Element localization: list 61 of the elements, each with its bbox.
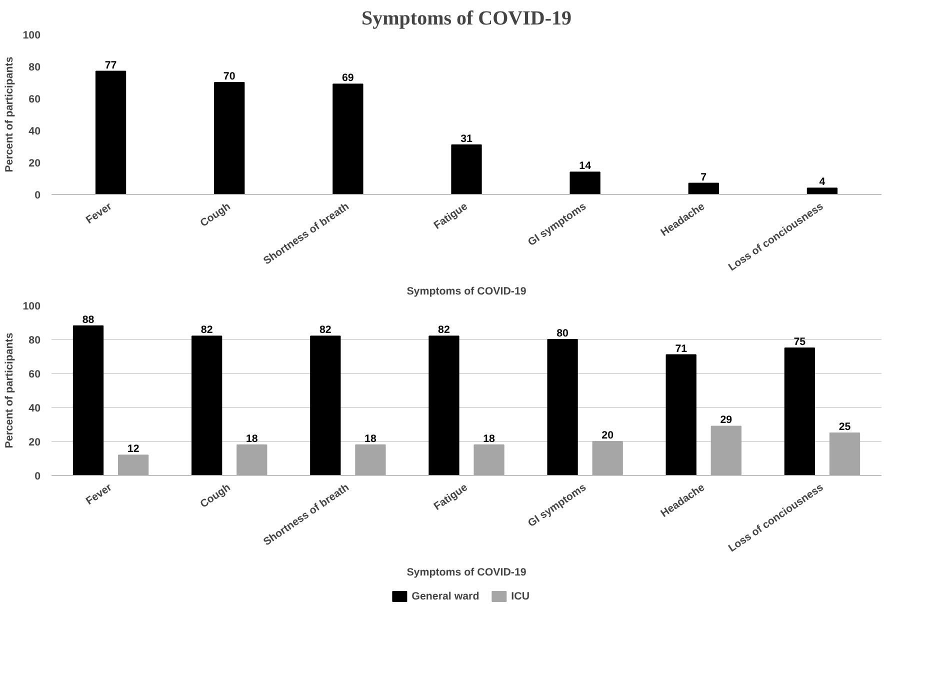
data-label: 18 (246, 432, 258, 445)
data-label: 4 (819, 176, 826, 188)
data-label: 77 (104, 59, 117, 72)
data-label: 18 (483, 432, 496, 445)
y-tick-label: 40 (28, 126, 41, 138)
bar (806, 188, 838, 194)
bar (72, 325, 104, 476)
data-label: 25 (838, 421, 851, 433)
x-axis-title: Symptoms of COVID-19 (406, 286, 526, 298)
data-label: 88 (82, 314, 94, 326)
y-tick-label: 100 (22, 300, 41, 312)
data-label: 14 (579, 160, 592, 172)
data-label: 82 (200, 324, 213, 336)
data-label: 70 (223, 70, 236, 82)
bar (355, 444, 386, 476)
data-label: 12 (127, 443, 140, 456)
bar (236, 444, 268, 476)
chart-title: Symptoms of COVID-19 (362, 8, 572, 30)
data-label: 69 (342, 72, 354, 84)
y-axis-title: Percent of participants (4, 332, 16, 448)
bar (474, 444, 504, 476)
y-tick-label: 20 (28, 158, 41, 170)
y-tick-label: 40 (28, 402, 41, 414)
bar (666, 354, 696, 476)
y-tick-label: 0 (34, 470, 41, 482)
data-label: 7 (700, 171, 707, 184)
x-axis-title: Symptoms of COVID-19 (406, 566, 526, 579)
data-label: 71 (675, 342, 688, 355)
bar (570, 172, 600, 194)
bar (784, 348, 816, 476)
bar (428, 336, 460, 476)
data-label: 18 (364, 432, 376, 445)
y-axis-title: Percent of participants (4, 56, 16, 172)
y-tick-label: 20 (28, 436, 41, 448)
legend-label: General ward (412, 590, 480, 602)
y-tick-label: 80 (28, 334, 41, 346)
y-tick-label: 0 (34, 190, 41, 202)
y-tick-label: 60 (28, 368, 41, 380)
legend-label: ICU (511, 590, 530, 602)
data-label: 31 (460, 132, 472, 145)
data-label: 80 (556, 328, 569, 340)
bar (451, 144, 482, 194)
bar (829, 432, 860, 476)
data-label: 82 (438, 324, 450, 336)
data-label: 82 (319, 324, 332, 336)
bar (332, 84, 364, 194)
y-tick-label: 60 (28, 94, 41, 106)
bar (688, 182, 719, 194)
bar (95, 70, 126, 194)
y-tick-label: 80 (28, 62, 41, 74)
bar (547, 339, 578, 476)
bar (710, 426, 742, 476)
bar (118, 454, 149, 476)
bar (592, 441, 623, 476)
y-tick-label: 100 (22, 30, 41, 42)
data-label: 29 (720, 414, 732, 426)
data-label: 20 (602, 430, 614, 442)
bar (192, 336, 222, 476)
bar (214, 82, 245, 194)
bar (310, 336, 341, 476)
data-label: 75 (794, 336, 806, 348)
